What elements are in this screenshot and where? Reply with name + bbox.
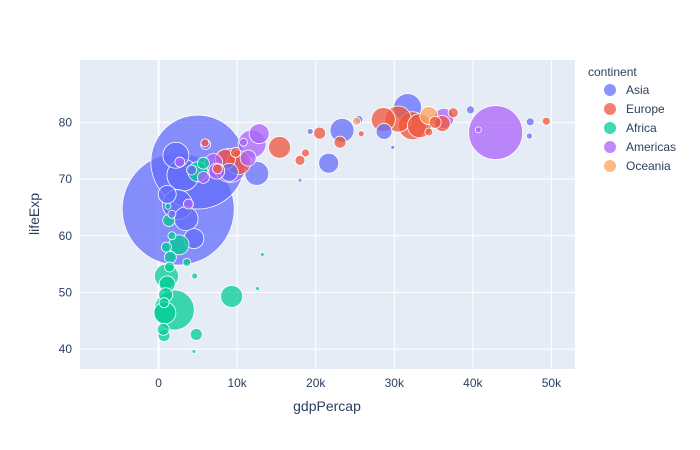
bubble-asia[interactable] <box>186 164 197 176</box>
legend-item-oceania[interactable]: Oceania <box>604 159 671 173</box>
bubble-americas[interactable] <box>174 156 186 168</box>
bubble-europe[interactable] <box>333 135 347 149</box>
bubble-africa[interactable] <box>156 322 170 336</box>
legend-marker <box>604 160 616 172</box>
x-tick-label: 50k <box>542 376 562 390</box>
bubble-africa[interactable] <box>164 202 172 210</box>
bubble-asia[interactable] <box>466 105 475 115</box>
bubble-europe[interactable] <box>268 135 291 159</box>
bubble-africa[interactable] <box>220 285 244 308</box>
bubble-americas[interactable] <box>474 126 482 134</box>
bubble-africa[interactable] <box>161 241 172 253</box>
legend: continent Asia Europe Africa Americas Oceani… <box>588 65 676 173</box>
y-tick-label: 80 <box>59 115 73 129</box>
x-tick-label: 0 <box>155 376 162 390</box>
bubble-africa[interactable] <box>182 258 192 267</box>
bubble-americas[interactable] <box>239 149 257 167</box>
legend-item-asia[interactable]: Asia <box>604 83 650 97</box>
bubble-europe[interactable] <box>313 126 327 140</box>
bubble-africa[interactable] <box>163 250 177 264</box>
bubble-americas[interactable] <box>468 105 524 160</box>
legend-marker <box>604 84 616 96</box>
bubble-americas[interactable] <box>248 123 270 145</box>
y-axis-title: lifeExp <box>26 193 42 235</box>
bubble-asia[interactable] <box>157 184 177 204</box>
x-tick-label: 30k <box>385 376 405 390</box>
bubble-asia[interactable] <box>525 117 535 127</box>
bubble-africa[interactable] <box>191 349 197 354</box>
y-tick-label: 40 <box>59 342 73 356</box>
bubble-europe[interactable] <box>230 147 241 158</box>
legend-marker <box>604 103 616 115</box>
bubble-asia[interactable] <box>375 123 393 140</box>
bubble-americas[interactable] <box>239 137 248 147</box>
legend-item-europe[interactable]: Europe <box>604 102 665 116</box>
bubble-asia[interactable] <box>306 128 314 135</box>
y-tick-label: 50 <box>59 285 73 299</box>
bubble-africa[interactable] <box>164 261 175 273</box>
bubble-europe[interactable] <box>541 116 551 126</box>
legend-item-americas[interactable]: Americas <box>604 140 676 154</box>
x-tick-label: 20k <box>306 376 326 390</box>
bubble-americas[interactable] <box>297 177 303 183</box>
bubble-africa[interactable] <box>189 328 203 341</box>
legend-label: Europe <box>626 102 665 116</box>
bubble-europe[interactable] <box>428 115 442 129</box>
bubble-europe[interactable] <box>212 163 223 175</box>
bubble-africa[interactable] <box>167 231 177 241</box>
bubble-europe[interactable] <box>200 138 210 148</box>
bubble-americas[interactable] <box>196 170 210 184</box>
bubble-africa[interactable] <box>255 286 260 291</box>
y-tick-label: 60 <box>59 229 73 243</box>
legend-marker <box>604 141 616 153</box>
legend-item-africa[interactable]: Africa <box>604 121 657 135</box>
x-tick-label: 10k <box>227 376 247 390</box>
bubble-europe[interactable] <box>294 154 306 166</box>
bubble-africa[interactable] <box>259 252 265 257</box>
legend-label: Americas <box>626 140 676 154</box>
x-tick-label: 40k <box>463 376 483 390</box>
x-axis-title: gdpPercap <box>293 398 361 414</box>
bubble-europe[interactable] <box>357 130 365 138</box>
bubble-africa[interactable] <box>196 156 210 170</box>
y-tick-label: 70 <box>59 172 73 186</box>
bubble-asia[interactable] <box>318 152 340 174</box>
legend-label: Africa <box>626 121 657 135</box>
legend-title: continent <box>588 65 637 79</box>
bubble-europe[interactable] <box>447 107 459 119</box>
legend-label: Asia <box>626 83 650 97</box>
legend-marker <box>604 122 616 134</box>
bubble-europe[interactable] <box>424 127 434 137</box>
bubble-asia[interactable] <box>173 206 199 232</box>
bubble-africa[interactable] <box>191 272 199 280</box>
bubble-americas[interactable] <box>183 198 194 210</box>
y-tick-labels: 40 50 60 70 80 <box>59 115 73 356</box>
bubble-asia[interactable] <box>167 209 177 219</box>
x-tick-labels: 0 10k 20k 30k 40k 50k <box>155 376 562 390</box>
bubble-africa[interactable] <box>158 297 170 309</box>
bubble-asia[interactable] <box>390 144 396 150</box>
bubbles-layer <box>121 93 551 354</box>
bubble-oceania[interactable] <box>352 116 361 126</box>
bubble-europe[interactable] <box>301 148 310 158</box>
bubble-asia[interactable] <box>526 132 533 140</box>
legend-label: Oceania <box>626 159 671 173</box>
